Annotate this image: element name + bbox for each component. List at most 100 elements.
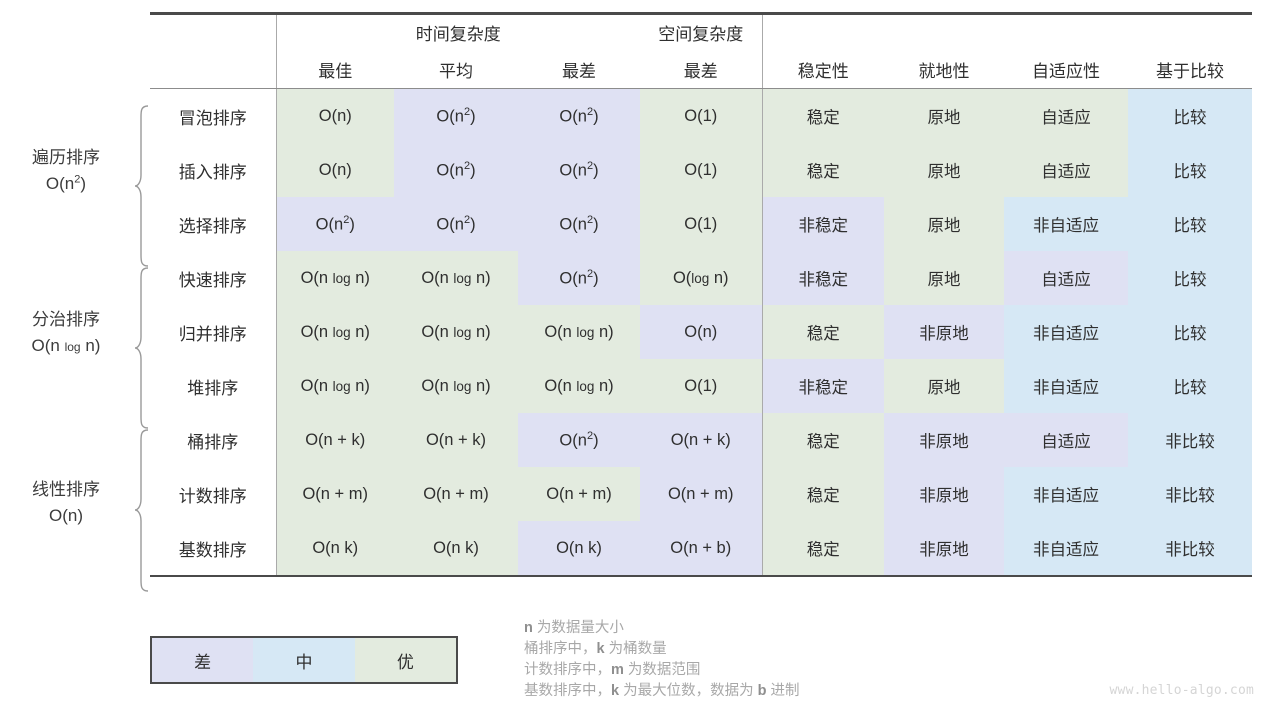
footnote-line: 桶排序中，k 为桶数量	[524, 641, 667, 657]
header-stability: 稳定性	[761, 50, 884, 89]
header-best: 最佳	[275, 50, 394, 89]
cell-stability: 非稳定	[761, 197, 884, 251]
cell-worst: O(n log n)	[518, 305, 640, 359]
group-label-traversal: 遍历排序 O(n2)	[0, 145, 132, 196]
cell-comparison: 非比较	[1128, 467, 1252, 521]
group-label-column: 遍历排序 O(n2) 分治排序 O(n log n) 线性排序 O(n)	[0, 105, 132, 592]
cell-best: O(n)	[275, 143, 394, 197]
cell-stability: 非稳定	[761, 251, 884, 305]
legend-cell-bad: 差	[152, 638, 254, 682]
cell-average: O(n + m)	[394, 467, 518, 521]
group-name: 遍历排序	[32, 148, 100, 167]
cell-stability: 稳定	[761, 88, 884, 143]
algorithm-name: 计数排序	[150, 467, 276, 521]
cell-average: O(n + k)	[394, 413, 518, 467]
cell-adaptive: 非自适应	[1004, 467, 1128, 521]
cell-comparison: 比较	[1128, 305, 1252, 359]
cell-worst: O(n2)	[518, 88, 640, 143]
comparison-table-wrap: 时间复杂度 空间复杂度 最佳 平均 最差 最差 稳定性 就地性 自适应性	[150, 12, 1252, 577]
cell-best: O(n log n)	[275, 305, 394, 359]
brace-traversal	[134, 105, 149, 267]
cell-comparison: 非比较	[1128, 521, 1252, 577]
cell-stability: 稳定	[761, 305, 884, 359]
header-space-worst: 最差	[640, 50, 762, 89]
cell-best: O(n2)	[275, 197, 394, 251]
cell-space: O(1)	[640, 359, 762, 413]
table-row: 归并排序 O(n log n) O(n log n) O(n log n) O(n) 稳定…	[150, 305, 1252, 359]
cell-in-place: 原地	[884, 197, 1004, 251]
header-average: 平均	[394, 50, 518, 89]
table-header-top-row: 时间复杂度 空间复杂度	[150, 12, 1252, 50]
cell-stability: 稳定	[761, 467, 884, 521]
header-worst: 最差	[518, 50, 640, 89]
algorithm-name: 堆排序	[150, 359, 276, 413]
cell-average: O(n log n)	[394, 251, 518, 305]
cell-comparison: 比较	[1128, 359, 1252, 413]
cell-worst: O(n k)	[518, 521, 640, 577]
legend: 差 中 优	[150, 636, 458, 684]
algorithm-name: 基数排序	[150, 521, 276, 577]
group-name: 线性排序	[32, 480, 100, 499]
cell-worst: O(n2)	[518, 143, 640, 197]
cell-space: O(1)	[640, 197, 762, 251]
cell-average: O(n2)	[394, 143, 518, 197]
header-time-complexity: 时间复杂度	[275, 12, 640, 50]
table-row: 选择排序 O(n2) O(n2) O(n2) O(1) 非稳定 原地 非自适应 比较	[150, 197, 1252, 251]
cell-adaptive: 非自适应	[1004, 197, 1128, 251]
algorithm-name: 归并排序	[150, 305, 276, 359]
cell-comparison: 比较	[1128, 88, 1252, 143]
header-inplace-spacer	[884, 12, 1004, 50]
cell-best: O(n log n)	[275, 359, 394, 413]
cell-space: O(n)	[640, 305, 762, 359]
cell-best: O(n log n)	[275, 251, 394, 305]
cell-space: O(n + b)	[640, 521, 762, 577]
cell-worst: O(n2)	[518, 413, 640, 467]
algorithm-name: 选择排序	[150, 197, 276, 251]
group-braces	[134, 105, 152, 592]
cell-in-place: 原地	[884, 88, 1004, 143]
cell-worst: O(n log n)	[518, 359, 640, 413]
cell-best: O(n)	[275, 88, 394, 143]
algorithm-name: 插入排序	[150, 143, 276, 197]
cell-average: O(n k)	[394, 521, 518, 577]
table-row: 桶排序 O(n + k) O(n + k) O(n2) O(n + k) 稳定 非原地 自适应…	[150, 413, 1252, 467]
brace-divide-conquer	[134, 267, 149, 429]
cell-comparison: 比较	[1128, 143, 1252, 197]
table-body: 冒泡排序 O(n) O(n2) O(n2) O(1) 稳定 原地 自适应 比较 插入排序 O(n) O…	[150, 88, 1252, 577]
header-algo-spacer	[150, 50, 276, 89]
footnote-line: 基数排序中，k 为最大位数，数据为 b 进制	[524, 683, 800, 699]
cell-in-place: 非原地	[884, 521, 1004, 577]
cell-worst: O(n2)	[518, 251, 640, 305]
cell-adaptive: 非自适应	[1004, 521, 1128, 577]
cell-comparison: 非比较	[1128, 413, 1252, 467]
cell-stability: 稳定	[761, 143, 884, 197]
cell-average: O(n2)	[394, 197, 518, 251]
cell-adaptive: 自适应	[1004, 88, 1128, 143]
legend-cell-mid: 中	[253, 638, 355, 682]
group-complexity: O(n)	[49, 505, 83, 525]
cell-average: O(n2)	[394, 88, 518, 143]
algorithm-name: 桶排序	[150, 413, 276, 467]
table-row: 堆排序 O(n log n) O(n log n) O(n log n) O(1) 非稳定…	[150, 359, 1252, 413]
legend-cell-good: 优	[354, 638, 456, 682]
cell-best: O(n + k)	[275, 413, 394, 467]
header-stability-spacer	[761, 12, 884, 50]
cell-comparison: 比较	[1128, 197, 1252, 251]
header-comparison-spacer	[1128, 12, 1252, 50]
cell-in-place: 非原地	[884, 467, 1004, 521]
cell-average: O(n log n)	[394, 359, 518, 413]
cell-adaptive: 自适应	[1004, 251, 1128, 305]
group-complexity: O(n log n)	[31, 335, 101, 355]
cell-worst: O(n + m)	[518, 467, 640, 521]
header-in-place: 就地性	[884, 50, 1004, 89]
cell-worst: O(n2)	[518, 197, 640, 251]
cell-stability: 稳定	[761, 413, 884, 467]
comparison-table: 时间复杂度 空间复杂度 最佳 平均 最差 最差 稳定性 就地性 自适应性	[150, 12, 1252, 577]
footnote-line: 计数排序中，m 为数据范围	[524, 662, 701, 678]
brace-linear	[134, 429, 149, 592]
table-header-sub-row: 最佳 平均 最差 最差 稳定性 就地性 自适应性 基于比较	[150, 50, 1252, 89]
cell-adaptive: 非自适应	[1004, 359, 1128, 413]
cell-stability: 非稳定	[761, 359, 884, 413]
cell-in-place: 非原地	[884, 413, 1004, 467]
